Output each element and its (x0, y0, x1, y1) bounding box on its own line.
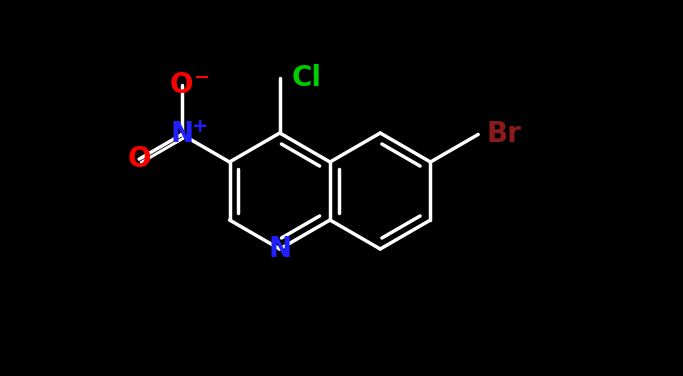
Text: Cl: Cl (292, 64, 322, 92)
Text: +: + (192, 117, 208, 136)
Text: −: − (194, 68, 210, 86)
Text: O: O (170, 71, 193, 99)
Text: N: N (268, 235, 292, 263)
Text: Br: Br (486, 120, 521, 149)
Text: N: N (170, 120, 193, 149)
Text: O: O (127, 145, 151, 173)
